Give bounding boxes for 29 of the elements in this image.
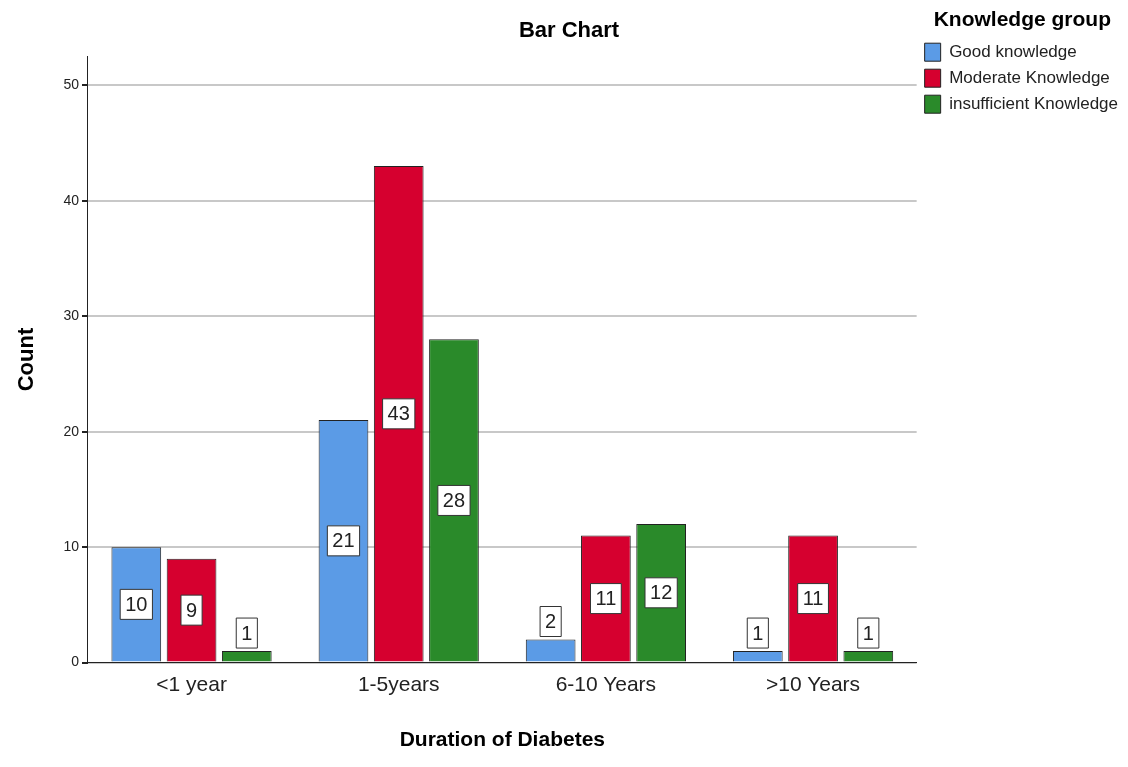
data-label: 1 <box>862 621 874 644</box>
x-tick-label: <1 year <box>156 672 227 695</box>
data-label: 43 <box>387 402 410 425</box>
data-label: 9 <box>185 598 198 621</box>
data-label: 1 <box>752 621 764 644</box>
y-tick-label: 30 <box>63 307 80 324</box>
y-tick-label: 20 <box>63 422 80 439</box>
data-label: 11 <box>802 587 824 610</box>
y-tick-label: 50 <box>63 76 80 93</box>
data-label: 1 <box>241 621 253 644</box>
x-axis-title: Duration of Diabetes <box>399 727 605 751</box>
legend-label: insufficient Knowledge <box>949 93 1118 113</box>
y-tick-label: 40 <box>63 191 80 208</box>
x-tick-label: 1-5years <box>357 672 440 695</box>
data-label: 2 <box>545 610 557 633</box>
data-label: 28 <box>442 488 466 511</box>
data-label: 10 <box>125 592 148 615</box>
data-label: 11 <box>595 587 617 610</box>
data-label: 21 <box>332 529 355 552</box>
data-label: 12 <box>650 581 673 604</box>
x-tick-label: 6-10 Years <box>555 672 657 695</box>
chart-title: Bar Chart <box>518 17 620 43</box>
x-tick-label: >10 Years <box>766 672 861 695</box>
legend-label: Good knowledge <box>949 41 1077 61</box>
legend-label: Moderate Knowledge <box>949 67 1110 87</box>
legend-title: Knowledge group <box>933 7 1111 31</box>
y-tick-label: 10 <box>63 537 80 554</box>
y-tick-label: 0 <box>71 653 80 670</box>
y-axis-title: Count <box>13 327 39 392</box>
